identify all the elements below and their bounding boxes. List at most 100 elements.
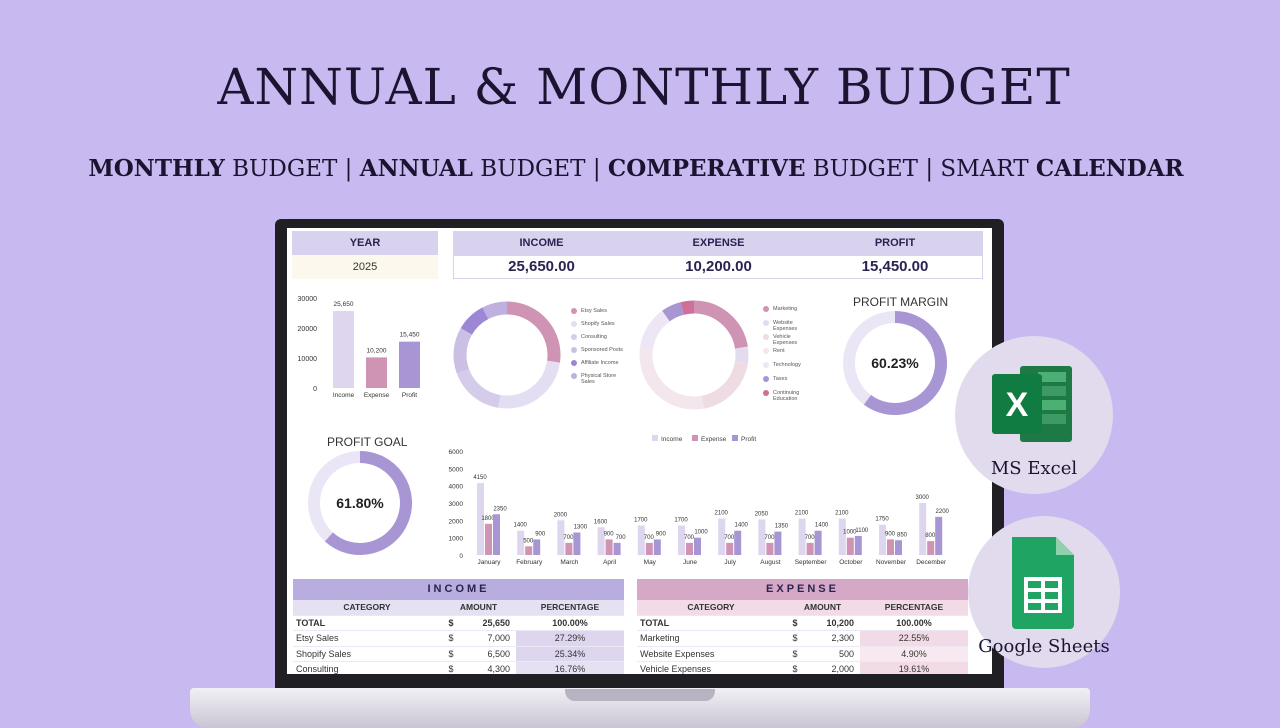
expense-row-percentage: 100.00% bbox=[896, 617, 932, 628]
monthly-ytick: 1000 bbox=[449, 536, 464, 543]
monthly-xtick: June bbox=[683, 559, 697, 566]
expense-donut-slice bbox=[639, 310, 671, 350]
income-col-category: CATEGORY bbox=[343, 602, 391, 612]
summary-bar-chart: 30000 20000 10000 0 25,650 Income 10,200 Expens… bbox=[298, 296, 420, 399]
profit-margin-donut: 60.23% bbox=[843, 311, 947, 415]
expense-donut-slice bbox=[662, 302, 685, 322]
table-row: Website Expenses $ 500 4.90% bbox=[637, 646, 968, 662]
monthly-ytick: 3000 bbox=[449, 501, 464, 508]
legend-dot bbox=[571, 347, 577, 353]
expense-row-category: Marketing bbox=[640, 633, 680, 643]
summary-bar-label: Expense bbox=[364, 392, 390, 399]
monthly-bar-label: 800 bbox=[925, 533, 936, 539]
expense-donut-slice bbox=[680, 300, 695, 315]
monthly-bar-label: 1350 bbox=[775, 524, 789, 530]
monthly-ytick: 6000 bbox=[449, 449, 464, 456]
monthly-bar bbox=[517, 530, 525, 555]
monthly-bar bbox=[766, 542, 774, 555]
monthly-bar bbox=[814, 530, 822, 555]
monthly-bar bbox=[895, 540, 902, 555]
monthly-bar-label: 3000 bbox=[916, 495, 930, 501]
income-donut-chart bbox=[453, 301, 561, 409]
subtitle-bold-3: COMPERATIVE bbox=[607, 155, 806, 182]
monthly-legend-swatch bbox=[732, 435, 738, 441]
legend-dot bbox=[763, 376, 769, 382]
summary-ytick: 0 bbox=[313, 386, 317, 393]
monthly-bar bbox=[734, 530, 742, 555]
income-table-header: CATEGORY AMOUNT PERCENTAGE bbox=[293, 600, 624, 616]
monthly-bar-label: 900 bbox=[885, 531, 896, 537]
legend-dot bbox=[763, 320, 769, 326]
monthly-bar bbox=[935, 516, 943, 555]
year-value[interactable]: 2025 bbox=[292, 255, 438, 279]
monthly-bar bbox=[887, 539, 894, 555]
monthly-ytick: 4000 bbox=[449, 484, 464, 491]
monthly-bar-label: 1700 bbox=[674, 518, 688, 524]
expense-col-percentage: PERCENTAGE bbox=[884, 602, 944, 612]
profit-margin-title: PROFIT MARGIN bbox=[853, 295, 949, 309]
monthly-bar-label: 1800 bbox=[481, 516, 495, 522]
income-col-amount: AMOUNT bbox=[459, 602, 498, 612]
income-row-amount: 4,300 bbox=[487, 664, 510, 674]
expense-row-percentage: 4.90% bbox=[860, 646, 968, 661]
summary-bar-label: Income bbox=[333, 392, 355, 399]
summary-bar-income bbox=[333, 311, 354, 388]
legend-item: Consulting bbox=[581, 334, 607, 340]
profit-goal-fill bbox=[324, 451, 412, 555]
expense-total: 10,200.00 bbox=[685, 258, 752, 275]
monthly-bar-label: 700 bbox=[644, 535, 655, 541]
legend-dot bbox=[763, 362, 769, 368]
subtitle-bold-4: CALENDAR bbox=[1035, 155, 1184, 182]
income-table-band: INCOME bbox=[293, 579, 624, 600]
excel-label: MS Excel bbox=[990, 458, 1078, 479]
monthly-ytick: 2000 bbox=[449, 518, 464, 525]
kpi-value-row bbox=[453, 255, 983, 279]
monthly-bar bbox=[798, 518, 806, 555]
monthly-bar-label: 2200 bbox=[936, 509, 950, 515]
expense-row-currency: $ bbox=[792, 664, 798, 674]
monthly-bar bbox=[838, 518, 846, 555]
table-row: Marketing $ 2,300 22.55% bbox=[637, 631, 968, 647]
monthly-bar-label: 2000 bbox=[554, 512, 568, 518]
monthly-bar bbox=[613, 542, 621, 555]
expense-table: EXPENSE CATEGORY AMOUNT PERCENTAGE TOTAL… bbox=[637, 579, 968, 674]
monthly-xtick: July bbox=[724, 559, 736, 566]
monthly-bar-chart: Income Expense Profit600050004000300020001… bbox=[449, 435, 950, 566]
legend-dot bbox=[763, 348, 769, 354]
monthly-bar bbox=[678, 525, 685, 555]
monthly-bar bbox=[605, 539, 613, 555]
monthly-bar-label: 1400 bbox=[815, 523, 829, 529]
monthly-legend-label: Income bbox=[661, 436, 683, 443]
monthly-bar-label: 1400 bbox=[514, 523, 528, 529]
summary-bar-expense bbox=[366, 357, 387, 388]
legend-item: Physical Store Sales bbox=[581, 373, 617, 385]
profit-header: PROFIT bbox=[874, 237, 916, 249]
profit-goal-donut: 61.80% bbox=[308, 451, 412, 555]
year-header: YEAR bbox=[292, 231, 438, 255]
monthly-bar-label: 700 bbox=[764, 535, 775, 541]
income-donut-slice bbox=[498, 360, 560, 409]
monthly-bar bbox=[477, 483, 484, 555]
page-subtitle: MONTHLY BUDGET | ANNUAL BUDGET | COMPERA… bbox=[0, 155, 1272, 182]
table-row: Shopify Sales $ 6,500 25.34% bbox=[293, 646, 624, 662]
excel-icon: X bbox=[992, 366, 1072, 442]
monthly-xtick: August bbox=[760, 559, 780, 566]
monthly-bar-label: 1600 bbox=[594, 519, 608, 525]
income-donut-slice bbox=[482, 301, 508, 320]
summary-bar-label: Profit bbox=[402, 392, 417, 399]
legend-dot bbox=[571, 308, 577, 314]
monthly-bar-label: 2100 bbox=[715, 511, 729, 517]
income-row-category: Shopify Sales bbox=[296, 648, 352, 659]
legend-dot bbox=[571, 334, 577, 340]
monthly-legend-swatch bbox=[692, 435, 698, 441]
monthly-bar bbox=[573, 532, 581, 555]
summary-bar-value: 10,200 bbox=[367, 347, 387, 354]
table-row: Consulting $ 4,300 16.76% bbox=[293, 662, 624, 674]
expense-row-percentage: 19.61% bbox=[860, 662, 968, 674]
laptop-notch bbox=[565, 689, 715, 701]
monthly-bar-label: 700 bbox=[616, 535, 627, 541]
legend-item: Continuing Education bbox=[773, 390, 800, 402]
monthly-xtick: November bbox=[876, 559, 907, 566]
legend-item: Marketing bbox=[773, 306, 798, 312]
legend-item: Website Expenses bbox=[773, 320, 798, 332]
